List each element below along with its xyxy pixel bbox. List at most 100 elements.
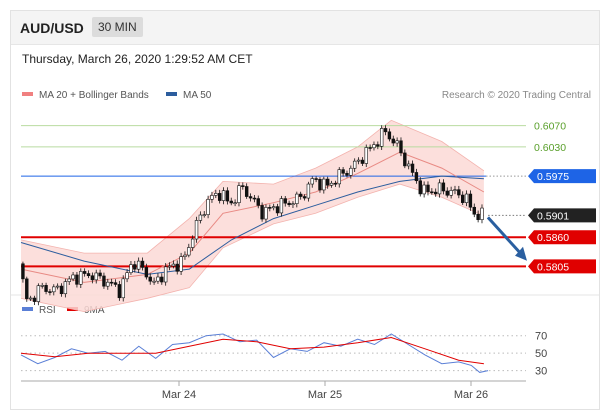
candle-body	[345, 172, 349, 176]
legend-rsi-swatch	[22, 307, 33, 312]
x-axis-tick-label: Mar 24	[162, 389, 196, 401]
candle-body	[32, 297, 37, 302]
candle-body	[202, 214, 206, 216]
candle-body	[445, 190, 449, 196]
candle-body	[352, 160, 357, 169]
bollinger-band-area	[21, 120, 484, 312]
candle-body	[291, 203, 295, 206]
legend-rsi-ma-label: 9MA	[84, 305, 105, 316]
candle-body	[275, 206, 280, 214]
timeframe-badge[interactable]: 30 MIN	[92, 17, 143, 37]
candle-body	[271, 206, 276, 209]
candle-body	[113, 282, 118, 285]
candle-body	[167, 265, 172, 268]
candle-body	[422, 184, 426, 195]
candle-body	[268, 207, 272, 209]
ma50-line	[20, 175, 484, 275]
legend-ma50-label: MA 50	[183, 90, 212, 101]
candle-body	[453, 189, 457, 191]
candle-body	[187, 247, 191, 256]
candle-body	[248, 196, 253, 199]
level-0-5901-tag	[528, 208, 596, 223]
candle-body	[287, 202, 291, 206]
candle-body	[140, 260, 145, 268]
candle-body	[229, 200, 233, 204]
candle-body	[175, 263, 179, 272]
candle-body	[179, 256, 183, 272]
candle-body	[163, 266, 168, 283]
candle-body	[86, 273, 91, 277]
candle-body	[148, 276, 152, 282]
candle-body	[349, 167, 353, 176]
candle-body	[156, 276, 160, 282]
candle-body	[298, 193, 303, 197]
candle-body	[314, 178, 318, 180]
candle-body	[341, 169, 345, 174]
candle-body	[414, 172, 419, 182]
rsi-series-rsi	[20, 333, 489, 373]
candle-body	[48, 291, 52, 293]
candle-body	[430, 191, 434, 194]
candle-body	[59, 285, 64, 295]
chart-header: AUD/USD 30 MIN	[11, 11, 599, 45]
candle-body	[368, 147, 372, 149]
x-axis-tick-label: Mar 25	[308, 389, 342, 401]
candle-body	[233, 202, 237, 204]
timestamp: Thursday, March 26, 2020 1:29:52 AM CET	[22, 52, 253, 66]
rsi-tick-label-50: 50	[535, 348, 547, 360]
candle-body	[125, 272, 129, 280]
candle-body	[244, 186, 249, 197]
candle-body	[256, 198, 260, 206]
candle-body	[295, 193, 299, 204]
candle-body	[40, 285, 44, 287]
candle-body	[318, 179, 322, 191]
candle-body	[129, 264, 133, 274]
candle-body	[395, 140, 399, 144]
candle-body	[133, 264, 137, 270]
candle-body	[387, 131, 392, 140]
candle-body	[190, 238, 195, 248]
level-0-6070-label: 0.6070	[534, 121, 566, 133]
candle-body	[67, 278, 71, 282]
legend-rsi-label: RSI	[39, 305, 56, 316]
candle-body	[79, 271, 83, 285]
candle-body	[480, 207, 484, 220]
candle-body	[476, 213, 480, 220]
candle-body	[410, 163, 415, 173]
candle-body	[279, 198, 284, 214]
candle-body	[44, 285, 48, 292]
candle-body	[214, 193, 218, 196]
candle-body	[329, 182, 334, 186]
candle-body	[322, 178, 326, 191]
projection-arrow-head	[515, 246, 527, 261]
candle-body	[376, 144, 380, 147]
candle-body	[379, 128, 384, 147]
candle-body	[28, 297, 33, 300]
candle-body	[52, 286, 56, 293]
level-0-5805-label: 0.5805	[537, 261, 569, 273]
candle-body	[310, 178, 314, 185]
rsi-series-9ma	[20, 336, 484, 365]
candle-body	[426, 184, 430, 193]
candle-body	[337, 169, 341, 185]
candle-body	[406, 163, 411, 167]
legend-bollinger-swatch	[22, 92, 33, 97]
candle-body	[210, 195, 214, 200]
candle-body	[241, 185, 245, 187]
chart-widget: AUD/USD 30 MIN Thursday, March 26, 2020 …	[10, 10, 600, 410]
candle-body	[237, 185, 241, 203]
candle-body	[260, 205, 264, 220]
legend-bollinger-label: MA 20 + Bollinger Bands	[39, 90, 149, 101]
candle-body	[21, 263, 25, 280]
candle-body	[109, 281, 114, 284]
level-0-5975-label: 0.5975	[537, 171, 569, 183]
legend-ma50: MA 50	[166, 90, 211, 101]
candle-body	[433, 191, 438, 195]
legend-bollinger: MA 20 + Bollinger Bands	[22, 90, 149, 101]
candle-body	[391, 138, 395, 144]
candle-body	[418, 180, 422, 195]
candle-body	[252, 197, 257, 200]
candle-body	[217, 193, 222, 201]
bollinger-lower-line	[20, 183, 485, 313]
candle-body	[356, 159, 361, 162]
